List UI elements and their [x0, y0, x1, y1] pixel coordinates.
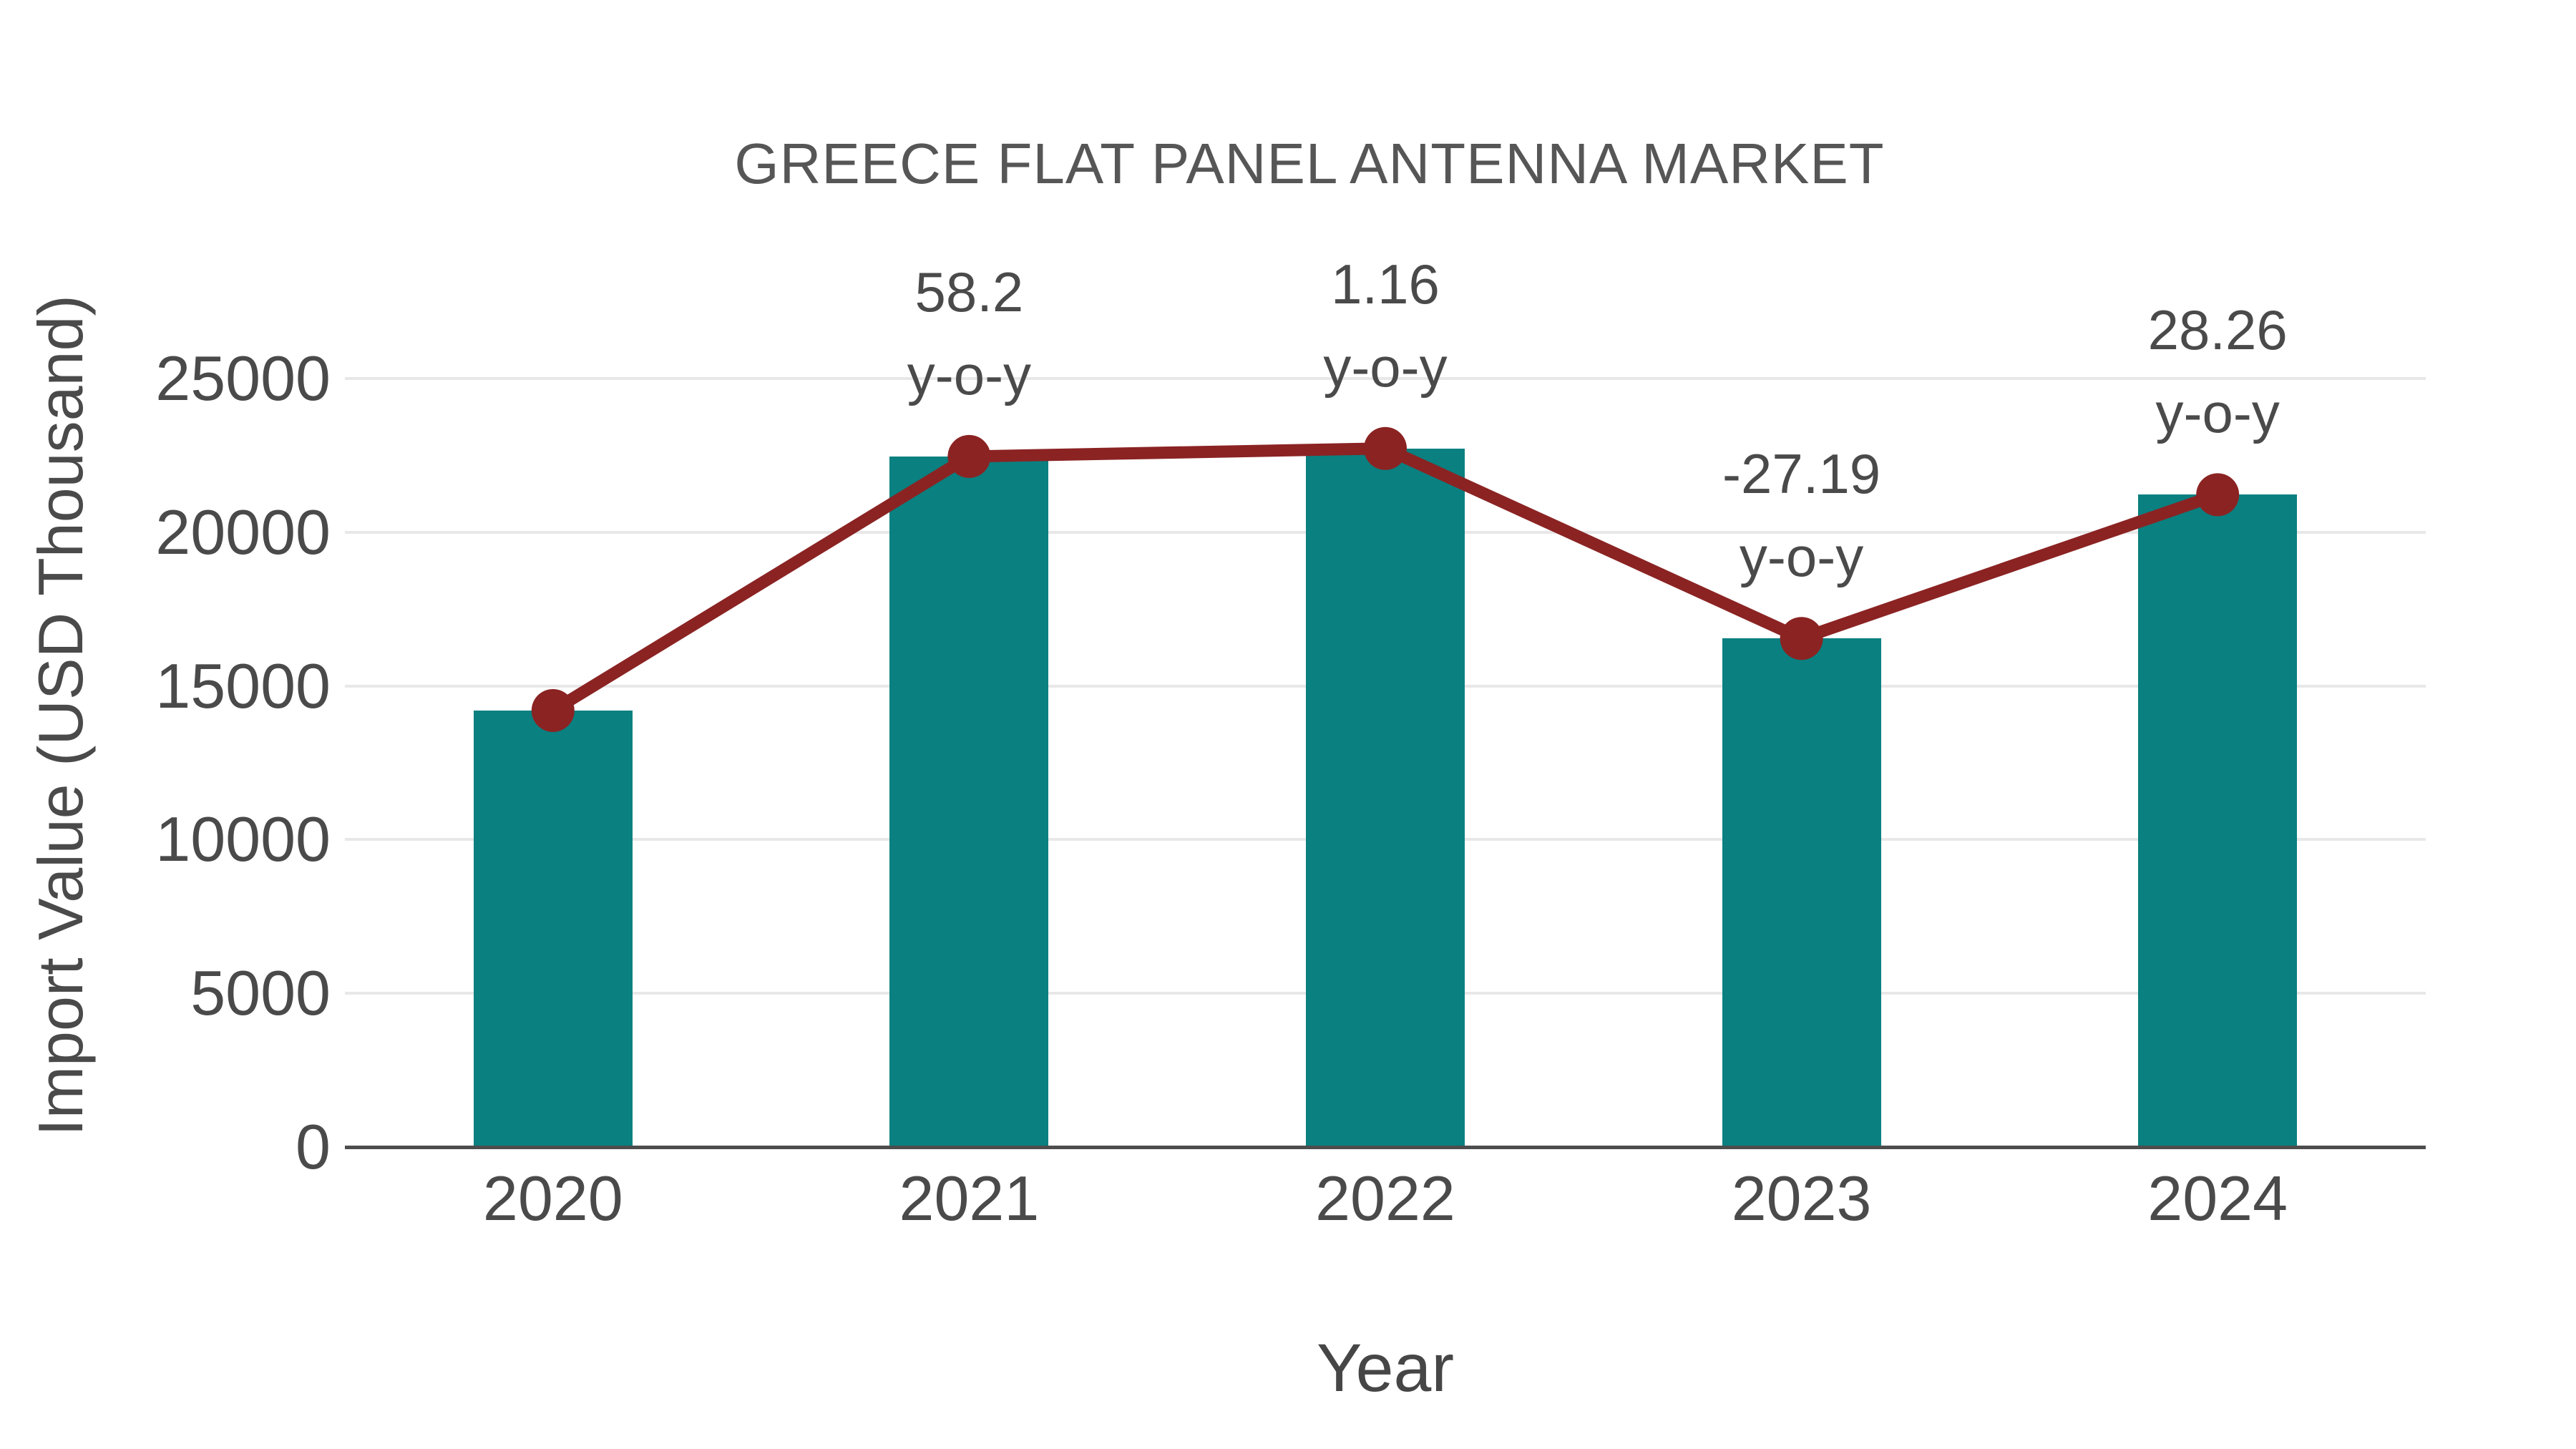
annotation-yoy-value: -27.19	[1722, 442, 1881, 506]
y-tick-label: 20000	[155, 496, 331, 567]
x-tick-label: 2023	[1731, 1163, 1872, 1234]
bar	[473, 710, 633, 1147]
y-tick-label: 5000	[190, 957, 331, 1029]
x-tick-label: 2020	[482, 1163, 623, 1234]
annotation-yoy-suffix: y-o-y	[1739, 525, 1864, 589]
bar	[2138, 494, 2298, 1147]
bar	[889, 456, 1049, 1147]
y-tick-label: 0	[296, 1111, 331, 1182]
annotation-yoy-suffix: y-o-y	[907, 343, 1032, 406]
x-axis-line	[345, 1146, 2426, 1149]
x-tick-label: 2022	[1315, 1163, 1455, 1234]
annotation-yoy-suffix: y-o-y	[2155, 381, 2280, 445]
bar	[1722, 638, 1881, 1147]
y-tick-label: 25000	[155, 343, 331, 414]
x-axis-title: Year	[1317, 1330, 1454, 1406]
bar	[1306, 448, 1465, 1147]
y-tick-label: 15000	[155, 650, 331, 721]
x-tick-label: 2024	[2147, 1163, 2288, 1234]
x-tick-label: 2021	[899, 1163, 1040, 1234]
annotation-yoy-value: 58.2	[914, 260, 1024, 323]
y-tick-label: 10000	[155, 804, 331, 875]
annotation-yoy-value: 1.16	[1331, 252, 1440, 316]
annotation-yoy-suffix: y-o-y	[1323, 335, 1448, 399]
grid-line	[345, 377, 2426, 380]
chart-title: GREECE FLAT PANEL ANTENNA MARKET	[734, 132, 1885, 195]
annotation-yoy-value: 28.26	[2147, 298, 2288, 362]
